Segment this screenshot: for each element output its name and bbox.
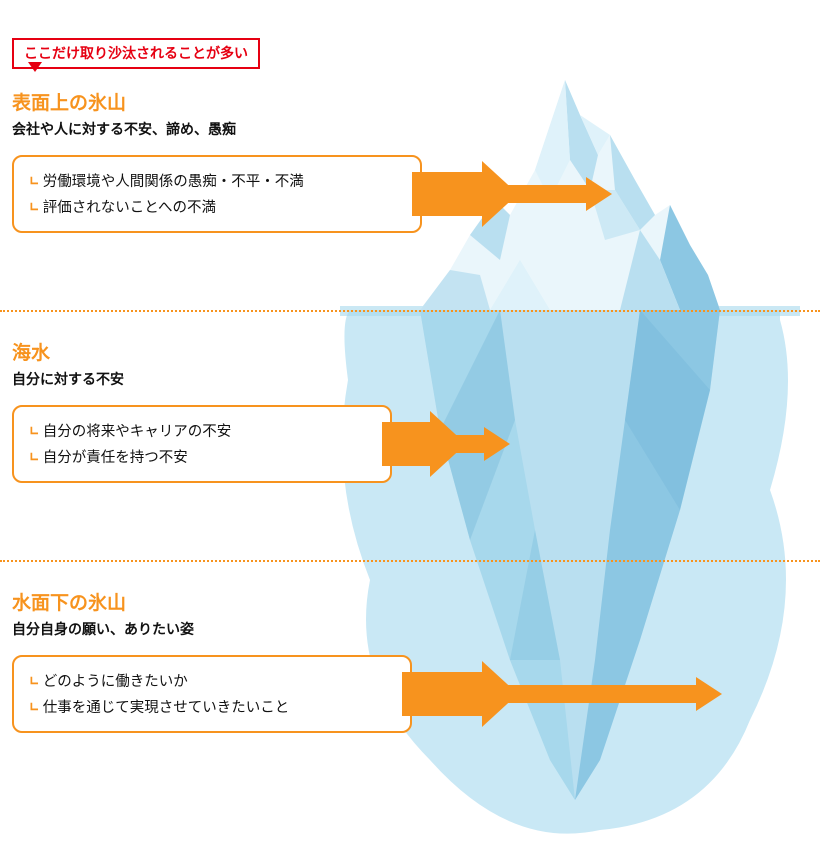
arrow-icon <box>402 655 722 733</box>
section-subtitle: 会社や人に対する不安、諦め、愚痴 <box>12 119 432 139</box>
bullet-row: ∟労働環境や人間関係の愚痴・不平・不満 <box>30 173 404 193</box>
section-underwater: 水面下の氷山自分自身の願い、ありたい姿∟どのように働きたいか∟仕事を通じて実現さ… <box>12 588 432 733</box>
bullet-row: ∟仕事を通じて実現させていきたいこと <box>30 699 394 719</box>
section-title: 水面下の氷山 <box>12 588 432 615</box>
bullet-mark-icon: ∟ <box>30 199 39 219</box>
bullet-mark-icon: ∟ <box>30 449 39 469</box>
callout-pointer <box>28 62 42 72</box>
bullet-row: ∟自分の将来やキャリアの不安 <box>30 423 374 443</box>
section-seawater: 海水自分に対する不安∟自分の将来やキャリアの不安∟自分が責任を持つ不安 <box>12 338 432 483</box>
bullet-box: ∟労働環境や人間関係の愚痴・不平・不満∟評価されないことへの不満 <box>12 155 422 233</box>
bullet-text: 自分が責任を持つ不安 <box>43 449 188 469</box>
bullet-mark-icon: ∟ <box>30 173 39 193</box>
bullet-mark-icon: ∟ <box>30 673 39 693</box>
callout-box: ここだけ取り沙汰されることが多い <box>12 38 260 69</box>
box-wrap: ∟労働環境や人間関係の愚痴・不平・不満∟評価されないことへの不満 <box>12 155 432 233</box>
section-subtitle: 自分に対する不安 <box>12 369 432 389</box>
section-title: 表面上の氷山 <box>12 88 432 115</box>
arrow-icon <box>412 155 612 233</box>
diagram-stage: ここだけ取り沙汰されることが多い 表面上の氷山会社や人に対する不安、諦め、愚痴 ∟… <box>0 0 820 860</box>
bullet-text: どのように働きたいか <box>43 673 188 693</box>
bullet-row: ∟評価されないことへの不満 <box>30 199 404 219</box>
bullet-row: ∟自分が責任を持つ不安 <box>30 449 374 469</box>
bullet-row: ∟どのように働きたいか <box>30 673 394 693</box>
bullet-box: ∟自分の将来やキャリアの不安∟自分が責任を持つ不安 <box>12 405 392 483</box>
callout-text: ここだけ取り沙汰されることが多い <box>24 45 248 61</box>
box-wrap: ∟自分の将来やキャリアの不安∟自分が責任を持つ不安 <box>12 405 432 483</box>
divider <box>0 310 820 312</box>
section-subtitle: 自分自身の願い、ありたい姿 <box>12 619 432 639</box>
bullet-box: ∟どのように働きたいか∟仕事を通じて実現させていきたいこと <box>12 655 412 733</box>
arrow-icon <box>382 405 510 483</box>
bullet-text: 評価されないことへの不満 <box>43 199 216 219</box>
section-surface: 表面上の氷山会社や人に対する不安、諦め、愚痴 ∟労働環境や人間関係の愚痴・不平・不… <box>12 88 432 233</box>
bullet-mark-icon: ∟ <box>30 699 39 719</box>
bullet-mark-icon: ∟ <box>30 423 39 443</box>
section-title: 海水 <box>12 338 432 365</box>
divider <box>0 560 820 562</box>
bullet-text: 労働環境や人間関係の愚痴・不平・不満 <box>43 173 304 193</box>
bullet-text: 仕事を通じて実現させていきたいこと <box>43 699 290 719</box>
box-wrap: ∟どのように働きたいか∟仕事を通じて実現させていきたいこと <box>12 655 432 733</box>
bullet-text: 自分の将来やキャリアの不安 <box>43 423 232 443</box>
